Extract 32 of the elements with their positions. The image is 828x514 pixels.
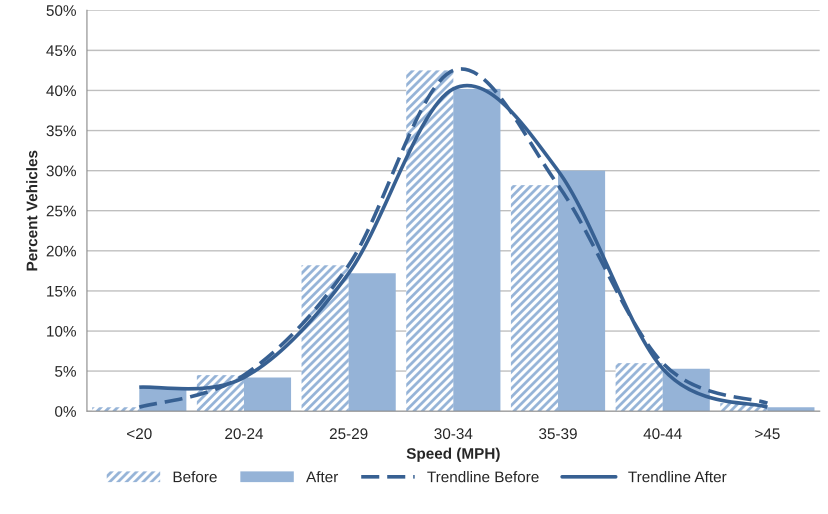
y-tick-label: 5% (55, 366, 76, 377)
y-tick-label: 15% (47, 286, 76, 297)
x-axis-title: Speed (MPH) (406, 448, 500, 462)
legend-label: Before (174, 471, 217, 482)
bar (302, 265, 349, 412)
x-tick-label: 40-44 (644, 428, 682, 440)
bar (406, 70, 454, 412)
bar (616, 363, 663, 412)
y-tick-label: 30% (46, 166, 76, 176)
y-tick-label: 20% (46, 246, 76, 257)
bar (510, 185, 558, 412)
y-axis-title: Percent Vehicles (26, 150, 38, 270)
y-tick-label: 45% (46, 45, 76, 56)
y-tick-label: 50% (46, 5, 76, 16)
x-tick-label: 20-24 (225, 428, 264, 440)
y-tick-label: 25% (46, 206, 76, 216)
legend-label: Trendline Before (427, 471, 539, 482)
bar (244, 378, 292, 412)
x-tick-label: 35-39 (539, 428, 577, 440)
x-tick-label: 25-29 (330, 428, 368, 440)
y-tick-label: 0% (55, 406, 76, 417)
y-tick-label: 10% (47, 326, 76, 337)
y-tick-label: 35% (46, 125, 76, 136)
y-tick-label: 40% (46, 85, 76, 96)
bar (453, 88, 500, 412)
x-tick-label: 30-34 (434, 428, 472, 440)
x-tick-label: <20 (127, 428, 152, 440)
bar (348, 273, 396, 412)
legend-label: Trendline After (628, 471, 726, 482)
x-tick-label: >45 (755, 428, 780, 440)
legend-label: After (306, 471, 338, 482)
bar (558, 170, 606, 412)
